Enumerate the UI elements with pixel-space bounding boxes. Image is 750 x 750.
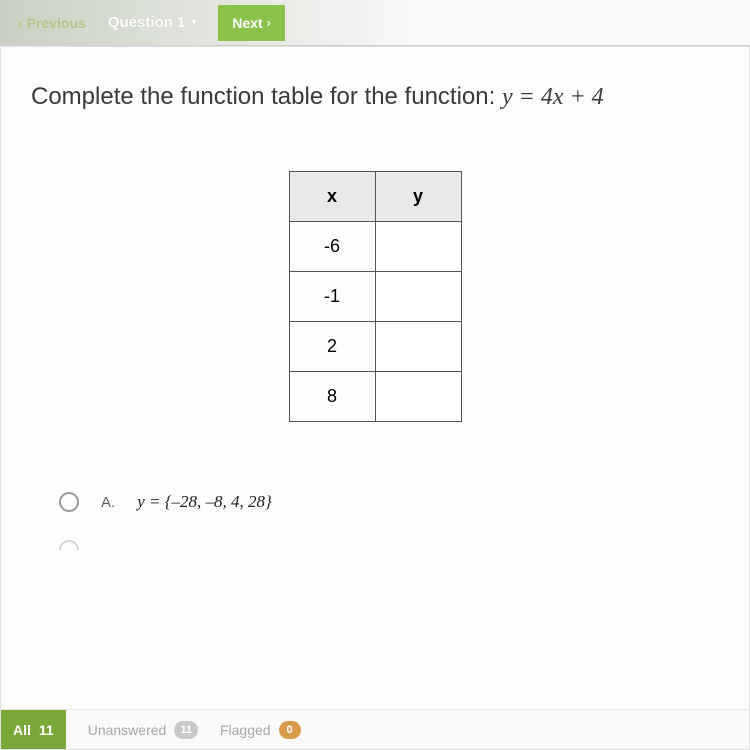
footer-flagged-badge: 0 <box>279 721 301 739</box>
footer-flagged-tab[interactable]: Flagged 0 <box>220 721 301 739</box>
function-table: x y -6 -1 2 8 <box>289 171 462 422</box>
table-row: -1 <box>289 272 461 322</box>
radio-icon[interactable] <box>59 492 79 512</box>
cell-y[interactable] <box>375 222 461 272</box>
previous-label: Previous <box>27 15 86 31</box>
chevron-right-icon: › <box>267 16 271 30</box>
chevron-left-icon: ‹ <box>18 15 23 31</box>
equation-eq: = <box>513 84 541 110</box>
footer-bar: All 11 Unanswered 11 Flagged 0 <box>1 709 749 749</box>
radio-icon[interactable] <box>59 540 79 550</box>
answer-option-a[interactable]: A. y = {–28, –8, 4, 28} <box>31 492 719 512</box>
top-nav-bar: ‹ Previous Question 1 ▾ Next › <box>0 0 750 46</box>
table-header-row: x y <box>289 172 461 222</box>
header-y: y <box>375 172 461 222</box>
table-row: 2 <box>289 322 461 372</box>
prompt-text: Complete the function table for the func… <box>31 83 502 110</box>
cell-x: 2 <box>289 322 375 372</box>
footer-flagged-label: Flagged <box>220 722 271 738</box>
caret-down-icon: ▾ <box>191 17 196 28</box>
answer-option-b[interactable]: B <box>31 530 719 547</box>
next-button[interactable]: Next › <box>218 5 284 41</box>
cell-x: 8 <box>289 372 375 422</box>
footer-all-count: 11 <box>39 722 54 738</box>
next-label: Next <box>232 15 262 31</box>
cell-y[interactable] <box>375 322 461 372</box>
question-selector[interactable]: Question 1 ▾ <box>108 14 197 31</box>
footer-all-label: All <box>13 722 31 738</box>
footer-unanswered-label: Unanswered <box>88 722 167 738</box>
cell-x: -1 <box>289 272 375 322</box>
table-row: 8 <box>289 372 461 422</box>
footer-unanswered-badge: 11 <box>174 721 198 739</box>
previous-button[interactable]: ‹ Previous <box>18 15 86 31</box>
answer-label-a: A. <box>101 494 115 511</box>
header-x: x <box>289 172 375 222</box>
equation-rhs: 4x + 4 <box>541 84 604 110</box>
cell-x: -6 <box>289 222 375 272</box>
answer-text-a: y = {–28, –8, 4, 28} <box>137 492 272 512</box>
question-content: Complete the function table for the func… <box>0 46 750 750</box>
question-prompt: Complete the function table for the func… <box>31 83 719 111</box>
equation-lhs: y <box>502 84 513 110</box>
table-row: -6 <box>289 222 461 272</box>
footer-unanswered-tab[interactable]: Unanswered 11 <box>88 721 198 739</box>
question-label: Question 1 <box>108 14 186 31</box>
cell-y[interactable] <box>375 272 461 322</box>
footer-all-tab[interactable]: All 11 <box>1 710 66 749</box>
cell-y[interactable] <box>375 372 461 422</box>
